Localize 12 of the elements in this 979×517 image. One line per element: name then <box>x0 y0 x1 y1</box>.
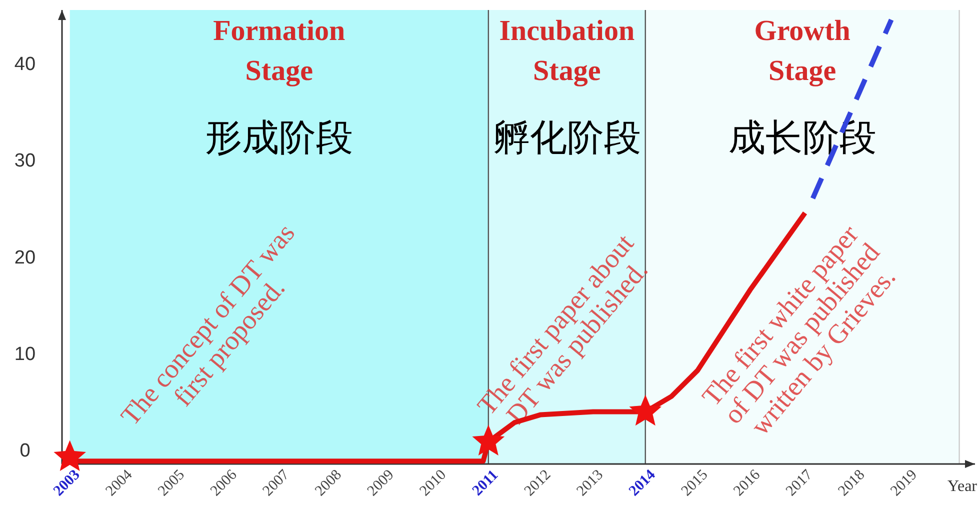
point <box>54 440 86 471</box>
y-tick-label: 30 <box>14 150 36 172</box>
x-tick-label: 2011 <box>470 467 502 500</box>
x-axis-title: Year <box>948 478 978 495</box>
band-label: Formation Stage 形成阶段 <box>205 15 354 159</box>
y-tick-label: 20 <box>14 247 36 268</box>
y-tick-label: 40 <box>14 54 36 76</box>
y-tick-label: 0 <box>20 440 30 462</box>
y-tick-label: 10 <box>14 344 36 365</box>
point <box>472 424 505 456</box>
point <box>629 394 662 426</box>
band-label: Incubation Stage 孵化阶段 <box>492 15 641 159</box>
